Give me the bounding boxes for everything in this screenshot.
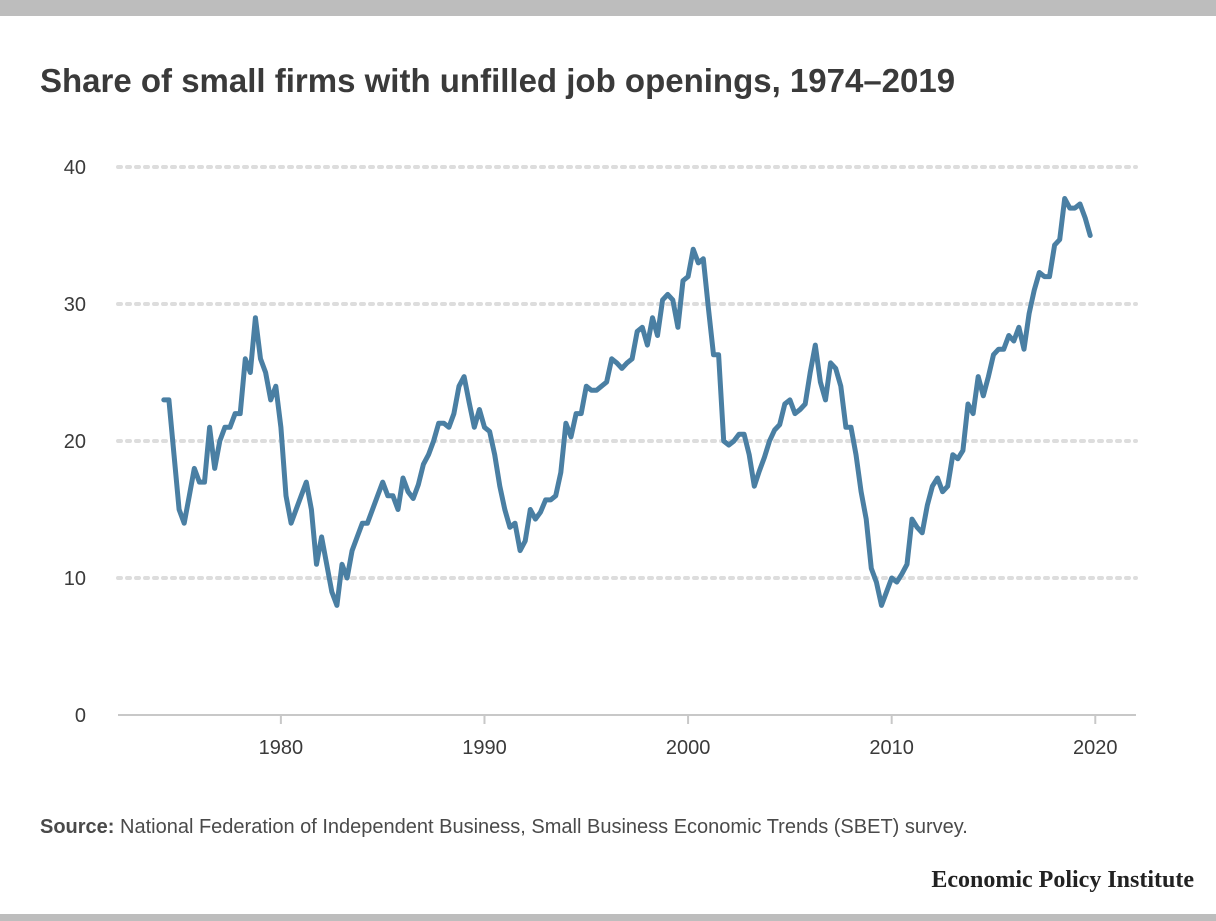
- x-tick-label: 1990: [462, 737, 507, 759]
- series-line-0: [161, 196, 1093, 608]
- top-frame-bar: [0, 0, 1216, 16]
- x-tick-label: 2010: [869, 737, 914, 759]
- y-tick-label: 40: [64, 157, 86, 179]
- y-tick-label: 30: [64, 294, 86, 316]
- source-label: Source:: [40, 816, 115, 838]
- bottom-frame-bar: [0, 914, 1216, 921]
- y-tick-label: 0: [75, 705, 86, 727]
- y-tick-label: 10: [64, 568, 86, 590]
- series: [161, 196, 1093, 608]
- axes: 0 10 20 30 40 1980 1990 2000 2010 2020: [64, 157, 1136, 759]
- x-tick-label: 1980: [259, 737, 304, 759]
- y-tick-label: 20: [64, 431, 86, 453]
- gridlines: [116, 165, 1138, 580]
- x-tick-label: 2020: [1073, 737, 1118, 759]
- chart-title: Share of small firms with unfilled job o…: [40, 62, 956, 99]
- brand-logo-text: Economic Policy Institute: [931, 867, 1194, 893]
- line-chart: 0 10 20 30 40 1980 1990 2000 2010 2020: [64, 157, 1138, 759]
- source-note: Source: National Federation of Independe…: [40, 816, 968, 839]
- source-text: National Federation of Independent Busin…: [120, 816, 968, 838]
- x-tick-label: 2000: [666, 737, 711, 759]
